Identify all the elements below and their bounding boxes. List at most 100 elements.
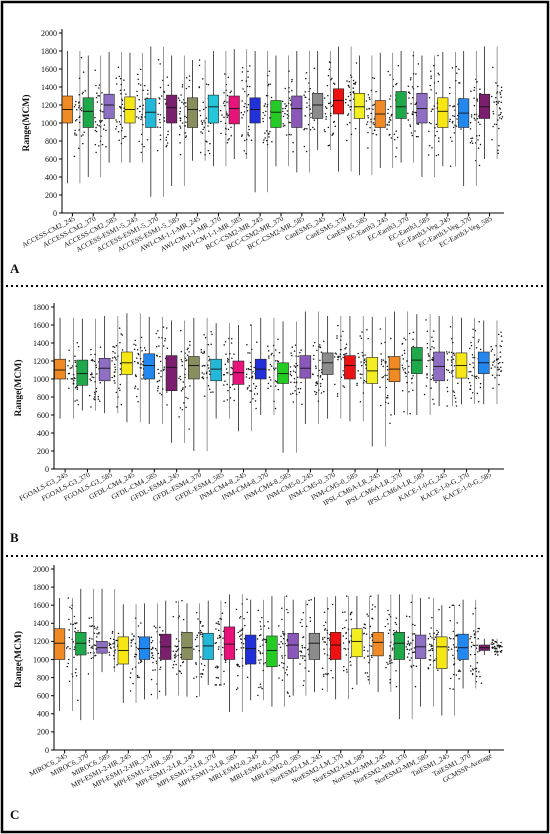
sample-dot (90, 616, 93, 619)
sample-dot (339, 355, 341, 358)
sample-dot (242, 88, 244, 90)
sample-dot (207, 364, 209, 366)
sample-dot (230, 373, 232, 376)
sample-dot (160, 393, 163, 396)
box (166, 94, 178, 124)
sample-dot (478, 671, 480, 673)
sample-dot (274, 360, 277, 362)
sample-dot (223, 384, 225, 386)
sample-dot (157, 113, 159, 116)
sample-dot (137, 625, 140, 627)
box (98, 357, 111, 382)
sample-dot (297, 387, 300, 390)
sample-dot (290, 381, 292, 383)
sample-dot (310, 116, 312, 119)
sample-dot (224, 601, 227, 604)
sample-dot (275, 367, 277, 369)
sample-dot (95, 390, 98, 393)
sample-dot (425, 385, 428, 387)
sample-dot (223, 92, 225, 94)
sample-dot (296, 364, 299, 367)
sample-dot (137, 82, 140, 85)
sample-dot (452, 352, 455, 355)
sample-dot (458, 604, 461, 606)
sample-dot (389, 119, 392, 121)
sample-dot (246, 611, 249, 614)
sample-dot (364, 672, 367, 674)
sample-dot (94, 121, 97, 123)
sample-dot (367, 94, 370, 96)
sample-dot (159, 113, 162, 116)
sample-dot (309, 129, 312, 131)
sample-dot (78, 94, 80, 96)
sample-dot (158, 379, 161, 382)
sample-dot (73, 656, 75, 658)
sample-dot (97, 94, 99, 97)
panel-label-c: C (10, 807, 19, 822)
sample-dot (205, 117, 208, 119)
sample-dot (134, 344, 137, 346)
sample-dot (202, 128, 204, 131)
sample-dot (457, 670, 460, 673)
sample-dot (89, 625, 91, 627)
sample-dot (361, 351, 363, 354)
sample-dot (90, 406, 92, 408)
sample-dot (70, 623, 72, 625)
sample-dot (255, 385, 257, 387)
sample-dot (217, 622, 219, 625)
sample-dot (286, 666, 289, 668)
sample-dot (473, 104, 476, 107)
sample-dot (493, 645, 496, 648)
sample-dot (159, 134, 162, 136)
sample-dot (88, 637, 91, 640)
sample-dot (390, 414, 392, 416)
sample-dot (476, 644, 478, 647)
sample-dot (346, 671, 348, 673)
sample-dot (208, 370, 211, 372)
sample-dot (367, 615, 369, 617)
sample-dot (326, 84, 329, 87)
sample-dot (249, 361, 252, 364)
sample-dot (156, 149, 159, 152)
sample-dot (449, 118, 451, 121)
sample-dot (178, 133, 181, 136)
sample-dot (136, 395, 138, 398)
sample-dot (386, 661, 388, 664)
sample-dot (401, 342, 404, 345)
sample-dot (199, 629, 202, 632)
sample-dot (159, 98, 161, 100)
sample-dot (109, 637, 112, 640)
sample-dot (76, 109, 78, 111)
box (96, 641, 108, 654)
sample-dot (153, 625, 156, 627)
sample-dot (344, 101, 347, 104)
sample-dot (404, 367, 406, 370)
y-tick-label: 1400 (33, 619, 49, 628)
sample-dot (187, 347, 189, 349)
sample-dot (77, 403, 80, 406)
sample-dot (469, 384, 472, 387)
sample-dot (91, 376, 93, 378)
sample-dot (233, 388, 236, 390)
sample-dot (94, 654, 97, 657)
sample-dot (95, 126, 97, 129)
sample-dot (291, 78, 293, 81)
sample-dot (453, 132, 456, 134)
sample-dot (150, 636, 153, 639)
sample-dot (246, 110, 249, 112)
sample-dot (98, 631, 100, 634)
sample-dot (254, 387, 257, 390)
sample-dot (138, 662, 140, 664)
sample-dot (76, 388, 79, 390)
sample-dot (94, 627, 96, 630)
sample-dot (108, 651, 110, 654)
sample-dot (455, 401, 457, 403)
sample-dot (334, 352, 337, 354)
sample-dot (226, 399, 229, 401)
sample-dot (66, 665, 69, 668)
sample-dot (115, 119, 117, 121)
sample-dot (453, 394, 456, 397)
sample-dot (459, 670, 462, 672)
box (270, 100, 282, 128)
y-tick-label: 1800 (33, 583, 49, 592)
